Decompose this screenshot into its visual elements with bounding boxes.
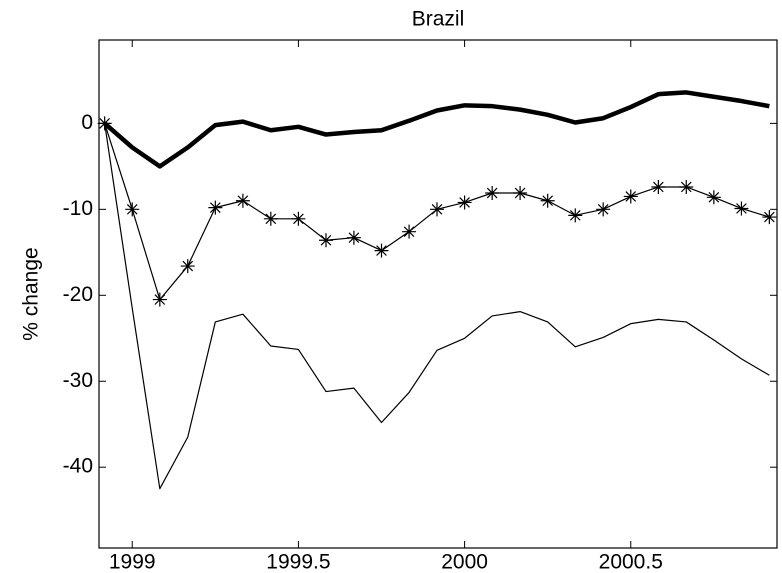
asterisk-marker (263, 211, 278, 226)
asterisk-marker (485, 186, 500, 201)
asterisk-marker (291, 211, 306, 226)
asterisk-marker (402, 224, 417, 239)
y-tick-label: -20 (63, 283, 93, 306)
asterisk-marker (125, 202, 140, 217)
asterisk-marker (97, 116, 112, 131)
chart-title: Brazil (412, 8, 465, 31)
asterisk-marker (762, 210, 777, 225)
y-tick-label: -10 (63, 197, 93, 220)
x-tick-label: 1999 (109, 551, 156, 573)
asterisk-marker (706, 190, 721, 205)
x-tick-label: 1999.5 (266, 551, 330, 573)
asterisk-marker (679, 179, 694, 194)
y-axis-label: % change (20, 247, 43, 340)
x-tick-label: 2000 (441, 551, 488, 573)
asterisk-marker (596, 202, 611, 217)
y-tick-label: -30 (63, 369, 93, 392)
series-line (103, 90, 770, 169)
asterisk-marker (734, 201, 749, 216)
plot-frame (98, 39, 778, 549)
asterisk-marker (457, 195, 472, 210)
asterisk-marker (152, 292, 167, 307)
asterisk-marker (568, 208, 583, 223)
asterisk-marker (540, 193, 555, 208)
series-line (104, 123, 770, 490)
asterisk-marker (208, 200, 223, 215)
asterisk-marker (318, 233, 333, 248)
asterisk-marker (374, 243, 389, 258)
x-tick-label: 2000.5 (599, 551, 663, 573)
y-tick-label: 0 (81, 111, 93, 134)
asterisk-marker (346, 230, 361, 245)
asterisk-marker (430, 202, 445, 217)
asterisk-marker (651, 179, 666, 194)
asterisk-marker (235, 193, 250, 208)
asterisk-marker (623, 189, 638, 204)
asterisk-marker (180, 259, 195, 274)
asterisk-marker (513, 186, 528, 201)
y-tick-label: -40 (63, 455, 93, 478)
